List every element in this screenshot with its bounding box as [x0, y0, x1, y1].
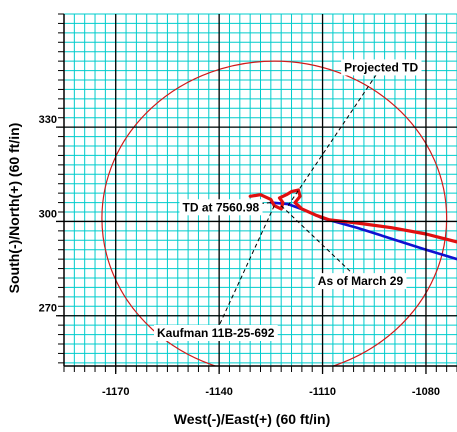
- y-axis-title: South(-)/North(+) (60 ft/in): [6, 123, 22, 294]
- x-tick-label: -1170: [102, 386, 130, 398]
- x-tick-label: -1140: [205, 386, 233, 398]
- annotation-label: TD at 7560.98: [182, 200, 259, 214]
- y-tick-label: 300: [39, 208, 57, 220]
- target-circle: [101, 60, 448, 366]
- x-tick-label: -1080: [412, 386, 440, 398]
- target-circle-layer: [101, 60, 448, 366]
- annotation-labels: Projected TD TD at 7560.98 As of March 29 K…: [153, 59, 422, 341]
- y-tick-label: 270: [39, 303, 57, 315]
- annotation-label-bg: [179, 199, 263, 216]
- annotation-label-bg: [153, 325, 278, 341]
- annotation-label: Kaufman 11B-25-692: [157, 326, 275, 340]
- axes: -1170 -1140 -1110 -1080 270 300 330: [39, 13, 457, 398]
- annotation-label-bg: [314, 273, 407, 290]
- annotation-label: As of March 29: [318, 274, 404, 288]
- x-tick-label: -1110: [309, 386, 336, 398]
- series-layer: [248, 188, 457, 261]
- x-axis-title: West(-)/East(+) (60 ft/in): [174, 411, 330, 427]
- series-line-red: [248, 188, 457, 244]
- annotation-label-bg: [341, 59, 422, 76]
- annotation-label: Projected TD: [344, 60, 418, 74]
- annotation-leader: [215, 205, 275, 334]
- annotation-leader: [280, 205, 361, 282]
- y-tick-label: 330: [39, 114, 57, 126]
- series-line-blue: [269, 201, 457, 261]
